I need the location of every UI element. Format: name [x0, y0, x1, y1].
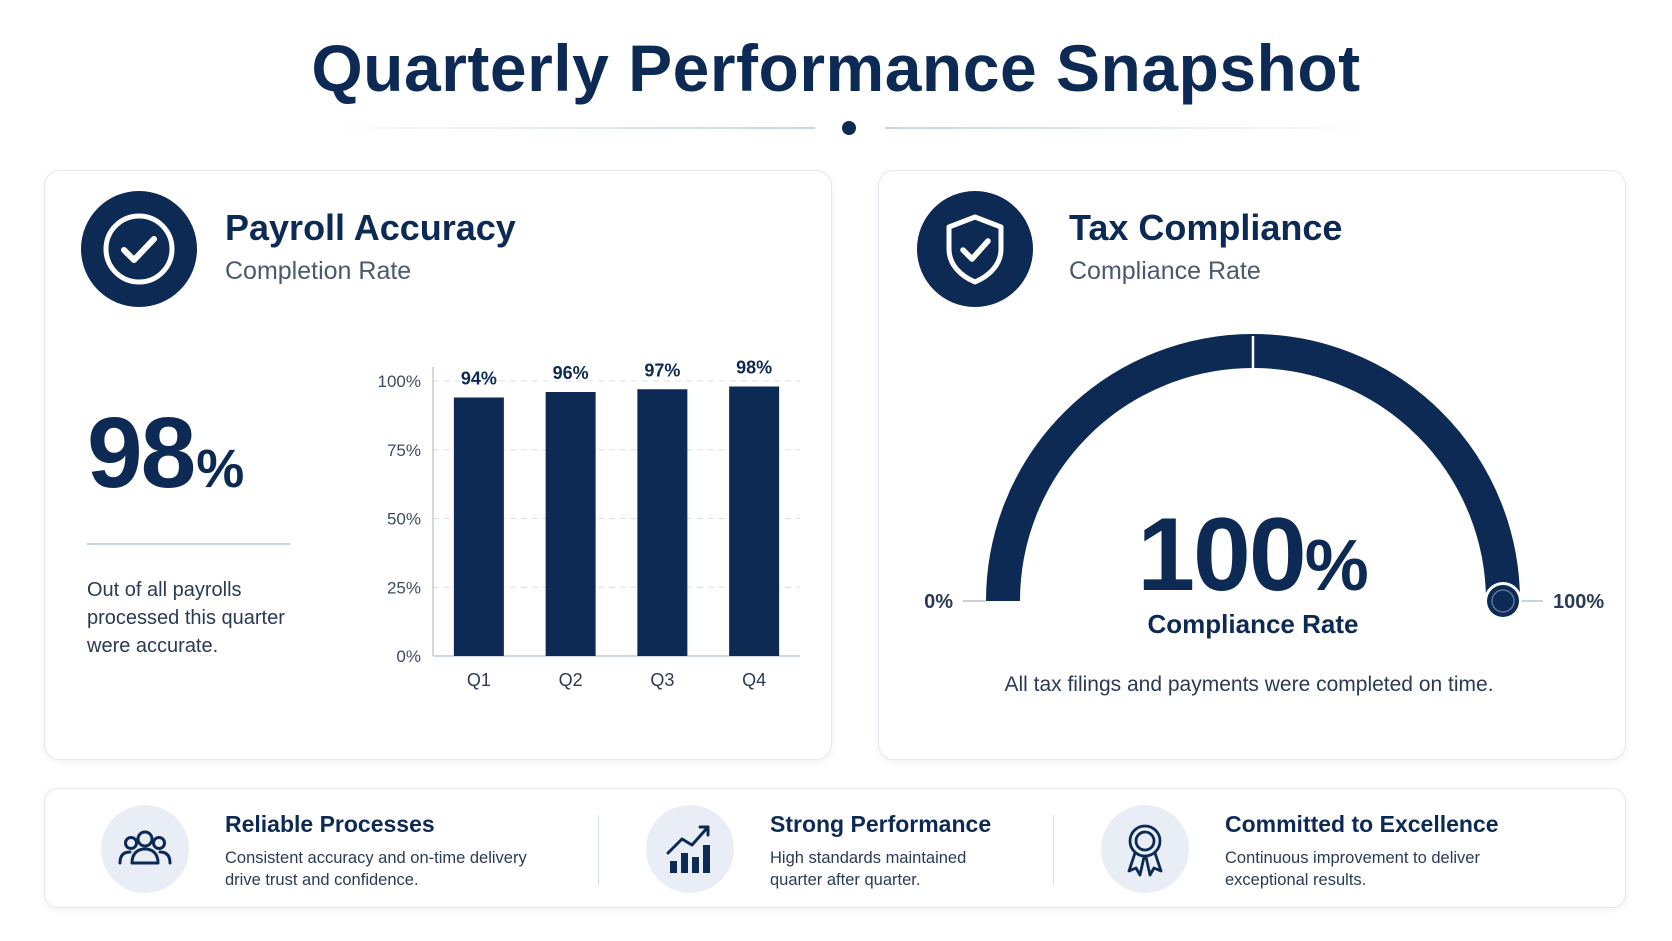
y-tick-label: 100%	[378, 372, 421, 391]
title-divider	[315, 118, 1385, 138]
feature-divider	[1053, 815, 1054, 885]
feature-description: High standards maintained quarter after …	[770, 849, 967, 889]
x-tick-label: Q3	[650, 670, 674, 690]
features-strip: Reliable Processes Consistent accuracy a…	[44, 788, 1626, 908]
payroll-bar-chart: 0% 25% 50% 75% 100% 94% Q1 96% Q2 97% Q3 98% Q4	[378, 358, 800, 690]
gauge-min-label: 0%	[924, 591, 953, 613]
feature-description: Continuous improvement to deliver except…	[1225, 849, 1480, 889]
y-tick-label: 75%	[387, 441, 421, 460]
payroll-big-number: 98	[87, 397, 196, 509]
payroll-value-divider	[87, 543, 290, 545]
bar-data-label: 94%	[461, 369, 497, 389]
feature-title: Reliable Processes	[225, 811, 435, 837]
gauge-caption: Compliance Rate	[1147, 609, 1359, 639]
y-tick-label: 50%	[387, 510, 421, 529]
payroll-big-unit: %	[196, 439, 245, 499]
bar-q3	[637, 389, 688, 656]
gauge-big-number: 100	[1137, 497, 1307, 613]
bar-q4	[729, 386, 780, 656]
y-tick-label: 0%	[396, 647, 421, 666]
x-tick-label: Q2	[559, 670, 583, 690]
feature-description: Consistent accuracy and on-time delivery…	[225, 849, 527, 889]
title-divider-right	[885, 127, 1385, 129]
bar-chart-growth-icon	[646, 805, 734, 893]
page-title: Quarterly Performance Snapshot	[311, 31, 1361, 105]
check-circle-icon	[81, 191, 197, 307]
feature-committed-excellence: Committed to Excellence Continuous impro…	[1045, 789, 1625, 909]
y-tick-label: 25%	[387, 578, 421, 597]
payroll-card-title: Payroll Accuracy	[225, 207, 516, 248]
payroll-card-subtitle: Completion Rate	[225, 257, 412, 285]
bar-data-label: 96%	[553, 363, 589, 383]
x-tick-label: Q4	[742, 670, 766, 690]
bar-data-label: 98%	[736, 358, 772, 378]
title-divider-left	[315, 127, 815, 129]
tax-compliance-card: Tax Compliance Compliance Rate 50% 0% 100%…	[878, 170, 1626, 760]
gauge-knob-ring	[1491, 589, 1515, 613]
gauge-big-value: 100%	[879, 496, 1627, 615]
payroll-description: Out of all payrolls processed this quart…	[87, 579, 285, 657]
bar-q1	[453, 397, 504, 656]
title-divider-dot	[842, 121, 856, 135]
bar-data-label: 97%	[644, 360, 680, 380]
payroll-accuracy-card: Payroll Accuracy Completion Rate 98% Out…	[44, 170, 832, 760]
gauge-max-label: 100%	[1553, 591, 1604, 613]
people-group-icon	[101, 805, 189, 893]
tax-card-subtitle: Compliance Rate	[1069, 257, 1261, 285]
tax-compliance-gauge: 50% 0% 100%	[924, 321, 1604, 620]
bar-q2	[545, 392, 596, 656]
gauge-big-unit: %	[1304, 526, 1369, 606]
feature-divider	[598, 815, 599, 885]
payroll-big-value: 98%	[87, 396, 244, 511]
feature-title: Strong Performance	[770, 811, 992, 837]
feature-strong-performance: Strong Performance High standards mainta…	[590, 789, 1040, 909]
tax-description: All tax filings and payments were comple…	[1004, 673, 1494, 696]
feature-reliable-processes: Reliable Processes Consistent accuracy a…	[45, 789, 605, 909]
x-tick-label: Q1	[467, 670, 491, 690]
feature-title: Committed to Excellence	[1225, 811, 1499, 837]
shield-check-icon	[917, 191, 1033, 307]
tax-card-title: Tax Compliance	[1069, 207, 1343, 248]
gauge-mid-label: 50%	[1233, 321, 1273, 322]
award-ribbon-icon	[1101, 805, 1189, 893]
